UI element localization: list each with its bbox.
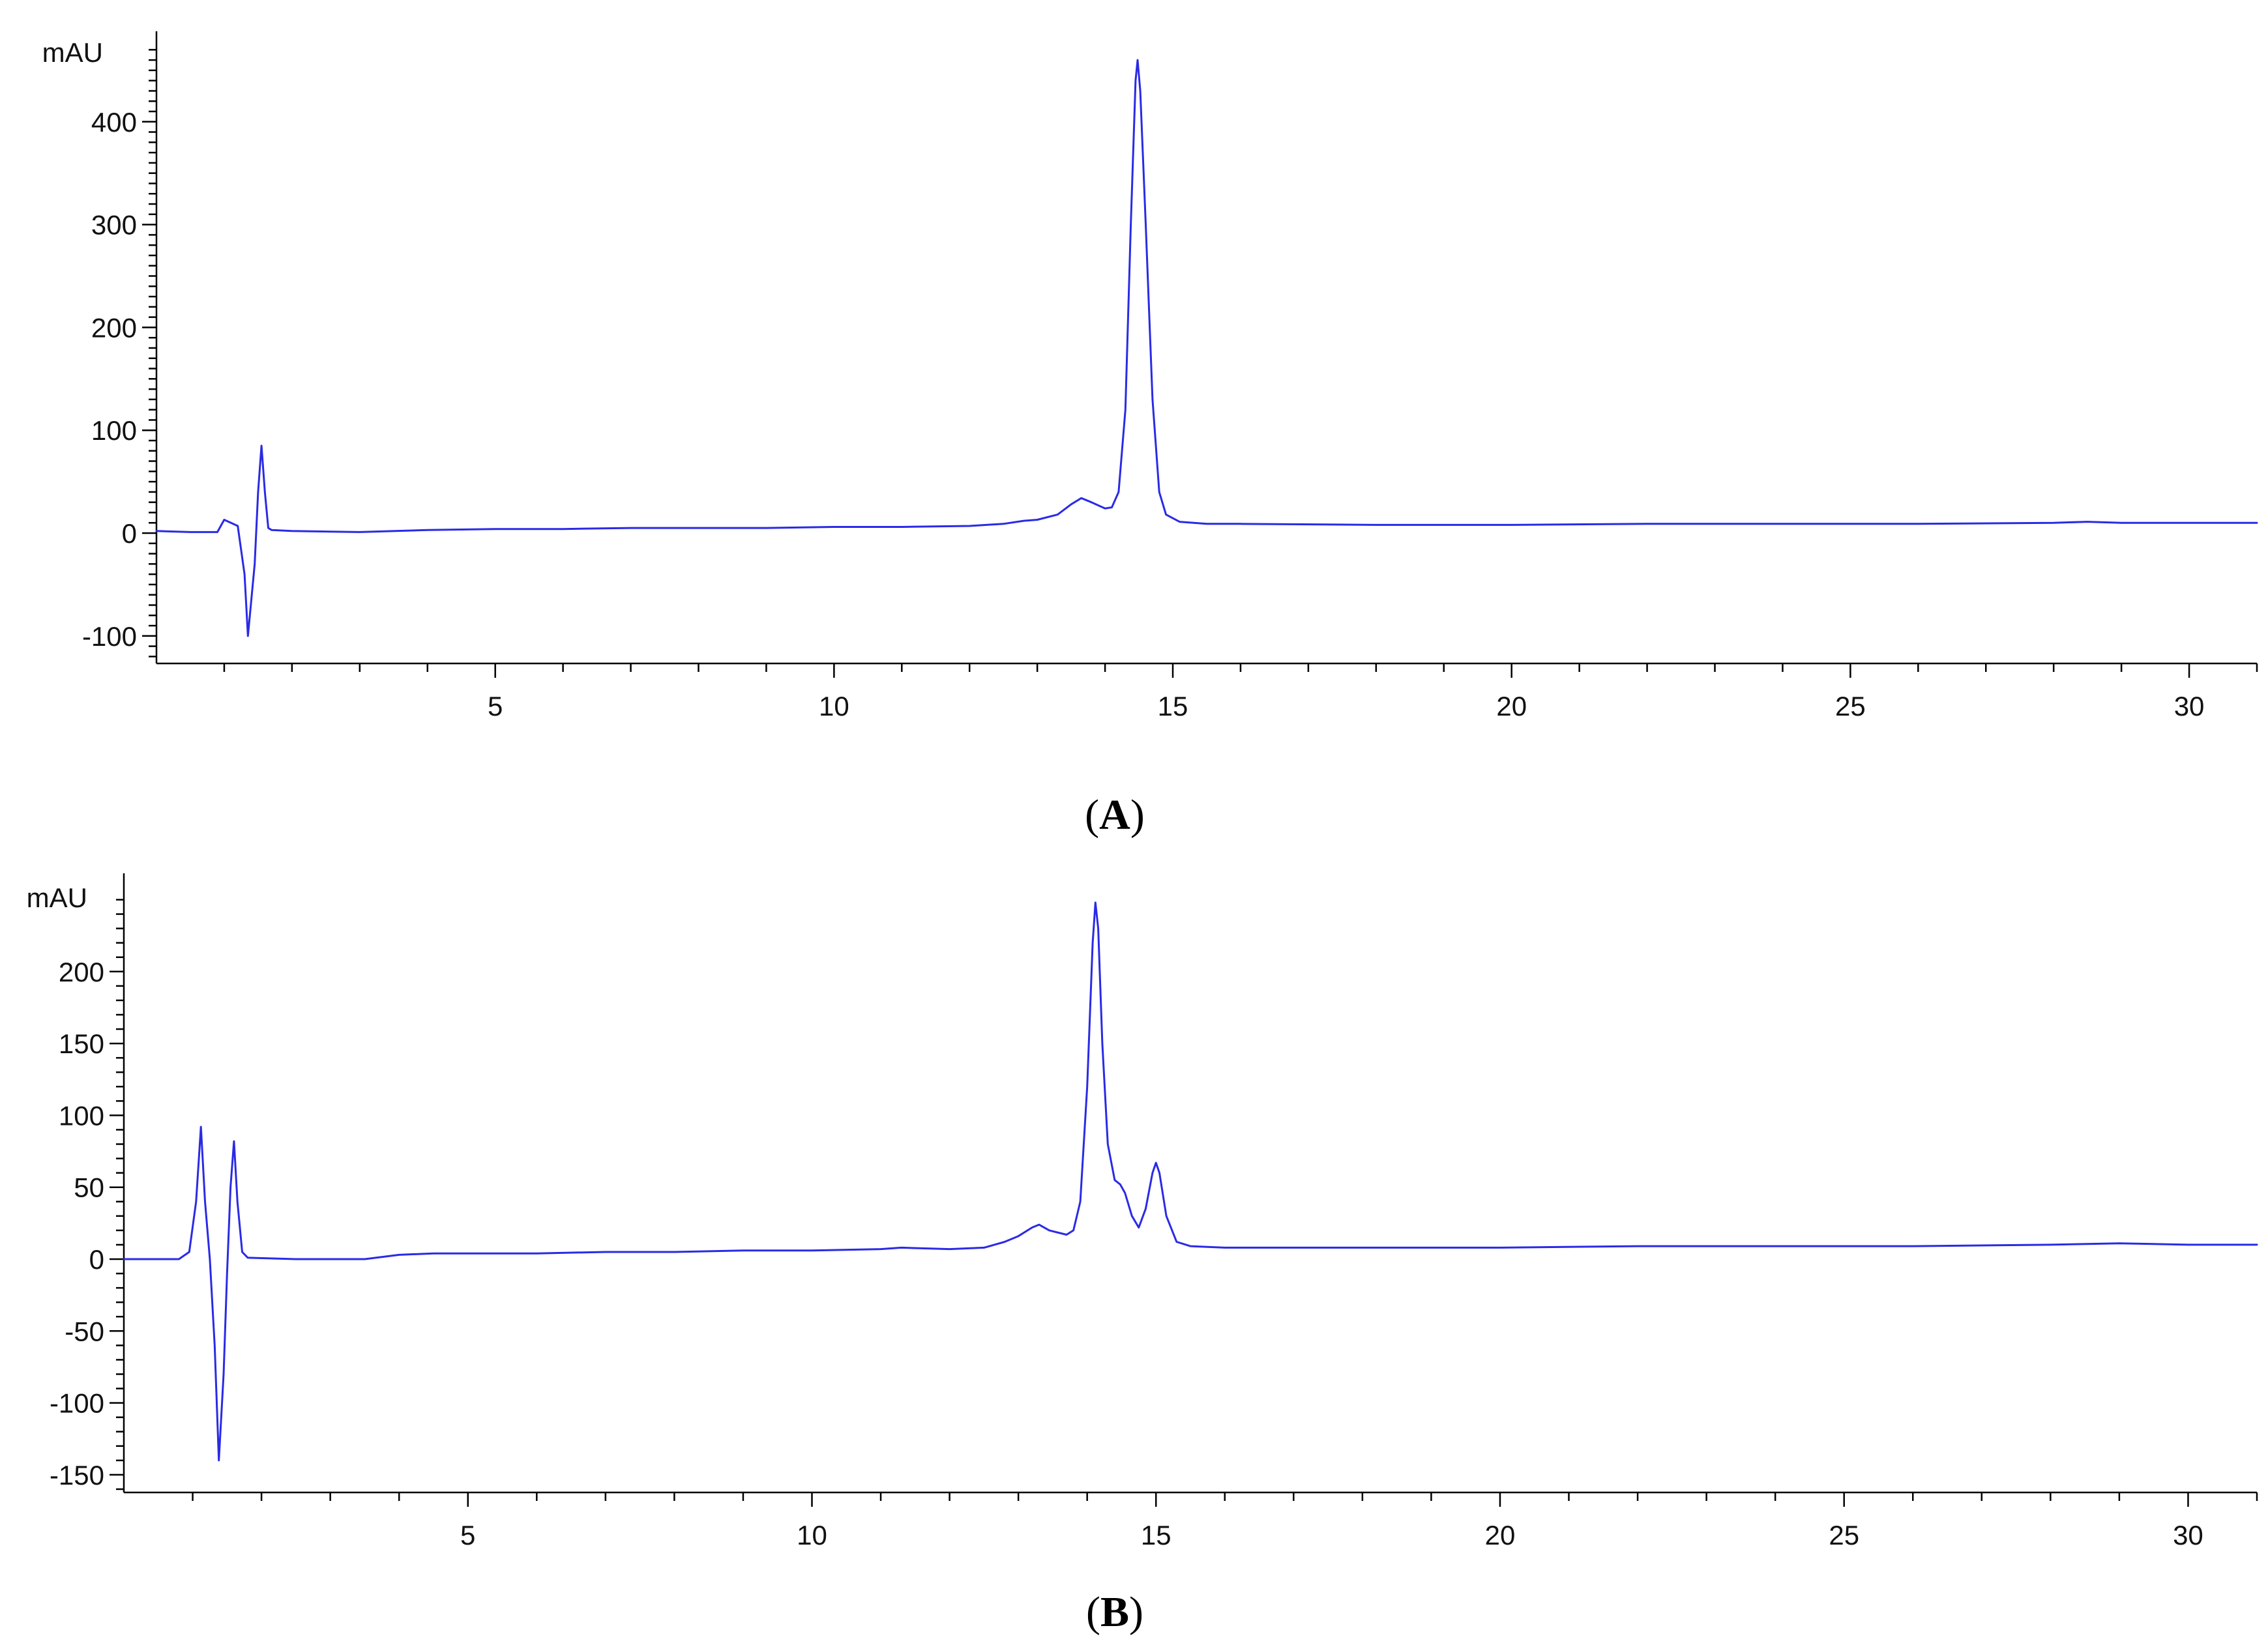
y-tick-label-b: 0 <box>89 1244 104 1275</box>
y-tick-label-b: 100 <box>59 1100 104 1131</box>
y-tick-label-a: -100 <box>82 621 137 652</box>
panel-caption-b: (B) <box>1086 1588 1143 1636</box>
x-tick-label-a: 5 <box>488 691 503 721</box>
plot-area-b: 5 10 15 20 25 30 -150 -100 -50 0 50 100 150 200 <box>50 873 2258 1550</box>
chromatogram-trace-b <box>123 901 2258 1462</box>
y-unit-label-a: mAU <box>42 37 103 68</box>
y-tick-label-b: 200 <box>59 957 104 987</box>
x-tick-label-b: 10 <box>797 1520 827 1550</box>
y-tick-label-a: 400 <box>91 107 137 138</box>
x-tick-label-b: 5 <box>460 1520 475 1550</box>
x-tick-label-a: 30 <box>2174 691 2205 721</box>
chart-panel-b: 5 10 15 20 25 30 -150 -100 -50 0 50 100 150 200 mAU (… <box>27 873 2258 1636</box>
plot-area-a: 5 10 15 20 25 30 -100 0 100 200 300 400 <box>82 31 2258 721</box>
x-tick-label-a: 15 <box>1158 691 1188 721</box>
panel-label-b: B <box>1100 1588 1129 1636</box>
y-unit-label-b: mAU <box>27 882 87 913</box>
panel-label-a: A <box>1099 791 1130 839</box>
y-tick-label-b: 50 <box>74 1172 104 1203</box>
x-tick-label-a: 10 <box>819 691 849 721</box>
panel-caption-a: (A) <box>1085 791 1145 839</box>
y-tick-label-b: -150 <box>50 1460 104 1490</box>
x-tick-label-b: 15 <box>1141 1520 1171 1550</box>
x-tick-label-a: 20 <box>1496 691 1527 721</box>
x-tick-label-b: 20 <box>1485 1520 1516 1550</box>
y-tick-label-b: -50 <box>65 1316 104 1346</box>
x-tick-label-b: 25 <box>1829 1520 1859 1550</box>
y-tick-label-a: 0 <box>122 518 137 549</box>
x-tick-label-a: 25 <box>1835 691 1866 721</box>
x-tick-label-b: 30 <box>2173 1520 2203 1550</box>
chart-panel-a: 5 10 15 20 25 30 -100 0 100 200 300 400 mAU (A) <box>42 31 2258 839</box>
chromatogram-trace-a <box>155 59 2258 637</box>
y-tick-label-a: 200 <box>91 312 137 343</box>
y-tick-label-b: 150 <box>59 1028 104 1059</box>
y-tick-label-a: 300 <box>91 210 137 240</box>
y-tick-label-b: -100 <box>50 1388 104 1419</box>
y-tick-label-a: 100 <box>91 415 137 446</box>
